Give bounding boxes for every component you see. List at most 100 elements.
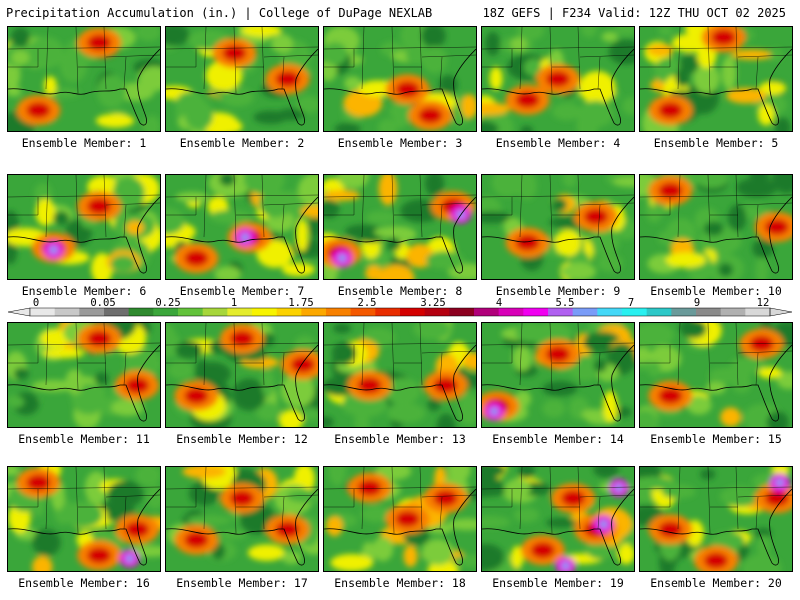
precip-blob [385,237,402,251]
precip-blob [375,467,412,481]
colorbar-segment [745,308,771,316]
heavy-precip-core [515,234,540,251]
heavy-precip-core [704,552,728,569]
ensemble-member-label: Ensemble Member: 9 [495,284,621,298]
ensemble-member-map [323,174,477,280]
heavy-precip-core [658,102,683,119]
precip-blob [366,210,398,225]
colorbar-segment [301,308,327,316]
precip-blob [146,485,160,510]
precip-blob [337,175,370,189]
precip-field [482,175,634,279]
colorbar-segment [79,308,105,316]
precip-blob [542,399,566,418]
precip-blob [591,225,607,256]
heavy-precip-core [658,182,683,199]
precip-blob [377,264,415,279]
heavy-precip-core [395,511,420,527]
precip-blob [695,175,729,189]
colorbar-tick-label: 7 [627,297,635,309]
run-valid-time: 18Z GEFS | F234 Valid: 12Z THU OCT 02 20… [482,6,786,20]
colorbar-segment [548,308,574,316]
extreme-precip-core [599,520,608,529]
ensemble-member-map [7,466,161,572]
heavy-precip-core [222,45,247,61]
precip-blob [736,178,778,198]
coastline [8,488,160,566]
colorbar-segment [449,308,475,316]
precip-blob [421,27,446,48]
precip-blob [247,544,286,561]
precip-blob [175,191,209,203]
precip-field [482,27,634,131]
precip-blob [403,545,418,568]
heavy-precip-core [357,377,382,394]
heavy-precip-core [418,107,443,124]
precip-blob [360,506,393,523]
coastline [324,488,476,566]
precip-blob [489,66,503,91]
precip-field [324,323,476,427]
precip-blob [766,411,789,427]
ensemble-member-map [165,174,319,280]
precip-blob [616,406,632,418]
precip-blob [143,115,160,131]
ensemble-member-map [639,26,793,132]
precip-field [166,175,318,279]
ensemble-member-map [7,174,161,280]
precip-blob [136,27,160,42]
precip-blob [377,118,398,131]
precip-blob [13,367,30,380]
precip-blob [256,402,281,421]
coastline [640,48,792,126]
precip-blob [482,467,506,479]
ensemble-member-label: Ensemble Member: 1 [21,136,147,150]
colorbar-tick-label: 3.25 [420,297,446,309]
coastline [8,196,160,274]
precip-blob [758,366,783,379]
precip-blob [334,122,361,131]
coastline [166,196,318,274]
precip-blob [405,45,426,65]
heavy-precip-core [546,346,570,363]
precip-blob [554,229,581,257]
precip-blob [693,63,720,94]
state-borders [166,467,318,534]
ensemble-member-map [481,26,635,132]
ensemble-member-map [7,26,161,132]
precip-field [8,27,160,131]
precip-blob [730,49,774,60]
colorbar-tick-label: 0.25 [155,297,181,309]
precip-field [640,467,792,571]
colorbar-segment [622,308,648,316]
precip-blob [300,205,318,218]
precip-blob [447,467,471,482]
precip-blob [95,113,135,128]
ensemble-member-map [323,466,477,572]
precip-blob [510,37,528,52]
precip-blob [138,66,160,92]
precip-blob [11,27,30,48]
coastline [8,344,160,422]
heavy-precip-core [357,479,382,496]
precip-field [166,467,318,571]
precip-blob [219,175,236,186]
state-borders [482,467,634,534]
ensemble-member-label: Ensemble Member: 2 [179,136,305,150]
ensemble-member-map [481,322,635,428]
precip-blob [427,397,441,412]
precip-blob [661,484,696,499]
ensemble-member-map [481,174,635,280]
colorbar-segment [375,308,401,316]
heavy-precip-core [125,377,150,394]
precip-blob [617,543,634,565]
colorbar-segment [720,308,746,316]
precip-blob [560,262,597,279]
colorbar-tick-label: 12 [756,297,770,309]
precip-blob [424,175,445,197]
colorbar-tick-label: 1.75 [288,297,314,309]
precip-blob [726,87,766,104]
state-borders [482,175,634,242]
precip-field [8,323,160,427]
ensemble-member-label: Ensemble Member: 3 [337,136,463,150]
